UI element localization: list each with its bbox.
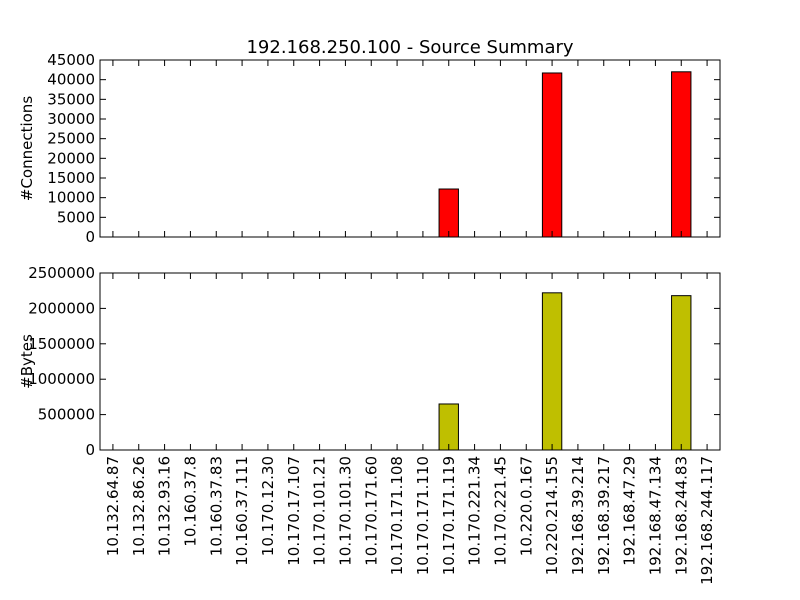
bar-1-13 — [438, 403, 459, 451]
ytick-label-0-2: 10000 — [47, 189, 95, 207]
ytick-label-0-1: 5000 — [57, 208, 95, 226]
ytick-label-1-1: 500000 — [38, 406, 95, 424]
xtick-label-18: 192.168.39.214 — [569, 456, 587, 575]
chart-title: 192.168.250.100 - Source Summary — [246, 37, 573, 58]
xtick-label-9: 10.170.101.30 — [336, 456, 354, 566]
xtick-label-1: 10.132.86.26 — [130, 456, 148, 556]
ytick-label-0-8: 40000 — [47, 71, 95, 89]
xtick-label-23: 192.168.244.117 — [698, 456, 716, 585]
ytick-label-0-4: 20000 — [47, 149, 95, 167]
xtick-label-13: 10.170.171.119 — [440, 456, 458, 575]
xtick-label-4: 10.160.37.83 — [207, 456, 225, 556]
xtick-label-19: 192.168.39.217 — [595, 456, 613, 575]
ytick-label-0-9: 45000 — [47, 51, 95, 69]
bar-0-22 — [671, 71, 692, 238]
xtick-label-2: 10.132.93.16 — [156, 456, 174, 556]
xtick-label-14: 10.170.221.34 — [466, 456, 484, 566]
xtick-label-12: 10.170.171.110 — [414, 456, 432, 575]
ytick-label-0-0: 0 — [85, 228, 95, 246]
xtick-label-21: 192.168.47.134 — [646, 456, 664, 575]
xtick-label-7: 10.170.17.107 — [285, 456, 303, 566]
xtick-label-16: 10.220.0.167 — [517, 456, 535, 556]
xtick-label-20: 192.168.47.29 — [621, 456, 639, 566]
ytick-label-1-3: 1500000 — [28, 335, 95, 353]
xtick-label-15: 10.170.221.45 — [491, 456, 509, 566]
xtick-label-22: 192.168.244.83 — [672, 456, 690, 575]
ylabel-1: #Bytes — [18, 334, 36, 389]
xtick-label-17: 10.220.214.155 — [543, 456, 561, 575]
xtick-label-5: 10.160.37.111 — [233, 456, 251, 566]
ylabel-0: #Connections — [18, 96, 36, 201]
xtick-label-3: 10.160.37.8 — [181, 456, 199, 547]
ytick-label-0-7: 35000 — [47, 90, 95, 108]
ytick-label-1-2: 1000000 — [28, 370, 95, 388]
bar-1-22 — [671, 295, 692, 451]
ytick-label-0-3: 15000 — [47, 169, 95, 187]
bar-1-17 — [541, 292, 563, 451]
axes-frame-1 — [99, 272, 721, 451]
ytick-label-0-6: 30000 — [47, 110, 95, 128]
xtick-label-8: 10.170.101.21 — [311, 456, 329, 566]
xtick-label-11: 10.170.171.108 — [388, 456, 406, 575]
bar-0-13 — [438, 188, 459, 238]
ytick-label-1-0: 0 — [85, 441, 95, 459]
ytick-label-0-5: 25000 — [47, 130, 95, 148]
bar-0-17 — [541, 72, 563, 238]
xtick-label-10: 10.170.171.60 — [362, 456, 380, 566]
xtick-label-6: 10.170.12.30 — [259, 456, 277, 556]
xtick-label-0: 10.132.64.87 — [104, 456, 122, 556]
axes-frame-0 — [99, 59, 721, 238]
ytick-label-1-5: 2500000 — [28, 264, 95, 282]
ytick-label-1-4: 2000000 — [28, 299, 95, 317]
